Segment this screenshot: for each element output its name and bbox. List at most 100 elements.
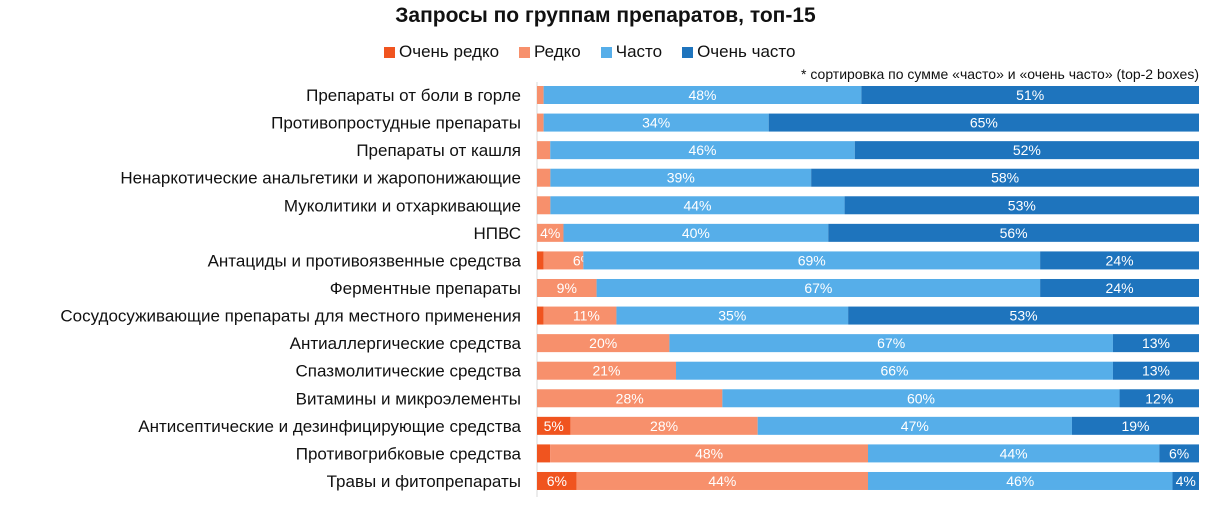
bar-segment <box>596 278 1041 297</box>
data-label: 6% <box>547 473 567 489</box>
bar-segment <box>537 278 597 297</box>
legend-item-very-rarely: Очень редко <box>384 42 499 62</box>
legend: Очень редко Редко Часто Очень часто <box>384 42 795 62</box>
bar-segment <box>537 334 670 353</box>
category-label: Антиаллергические средства <box>290 334 522 353</box>
data-label: 28% <box>650 418 678 434</box>
legend-label: Редко <box>534 42 581 61</box>
bar-segment <box>570 416 758 435</box>
bar-segment <box>537 471 577 490</box>
bar-segment <box>537 306 544 325</box>
category-label: Муколитики и отхаркивающие <box>284 196 521 215</box>
data-label: 52% <box>1013 142 1041 158</box>
bar-segment <box>537 444 551 463</box>
bar-segment <box>543 86 862 104</box>
data-label: 35% <box>718 308 746 324</box>
data-label: 67% <box>804 280 832 296</box>
category-label: Противопростудные препараты <box>271 114 521 133</box>
legend-label: Очень часто <box>697 42 796 61</box>
bar-segment <box>1071 416 1199 435</box>
data-label: 19% <box>1121 418 1149 434</box>
data-label: 13% <box>1142 363 1170 379</box>
data-label: 28% <box>616 390 644 406</box>
data-label: 66% <box>880 363 908 379</box>
category-label: НПВС <box>473 224 521 243</box>
bar-segment <box>543 251 584 270</box>
category-label: Препараты от боли в горле <box>306 86 521 105</box>
data-label: 11% <box>573 308 600 324</box>
bar-segment <box>1040 251 1199 270</box>
legend-item-very-often: Очень часто <box>682 42 795 62</box>
bar-segment <box>550 141 855 160</box>
legend-item-often: Часто <box>600 42 663 62</box>
bar-segment <box>537 86 544 104</box>
data-label: 4% <box>1176 473 1196 489</box>
data-label: 24% <box>1106 252 1134 268</box>
data-label: 53% <box>1008 197 1036 213</box>
legend-label: Очень редко <box>399 42 500 61</box>
bar-segment <box>868 471 1173 490</box>
category-label: Сосудосуживающие препараты для местного … <box>60 307 521 326</box>
data-label: 46% <box>1006 473 1034 489</box>
legend-swatch <box>519 46 531 58</box>
legend-swatch <box>600 46 612 58</box>
bar-segment <box>868 444 1160 463</box>
bar-segment <box>537 416 571 435</box>
data-label: 5% <box>544 418 564 434</box>
data-label: 44% <box>1000 445 1028 461</box>
category-label: Противогрибковые средства <box>296 444 522 463</box>
bar-segment <box>1119 389 1199 408</box>
legend-label: Часто <box>615 42 663 61</box>
bar-segment <box>811 168 1199 187</box>
category-label: Спазмолитические средства <box>296 362 522 381</box>
bar-segment <box>537 196 551 215</box>
category-label: Ненаркотические анальгетики и жаропонижа… <box>120 169 521 188</box>
category-label: Антациды и противоязвенные средства <box>208 251 522 270</box>
bar-segment <box>537 251 544 270</box>
bar-segment <box>676 361 1113 380</box>
bar-segment <box>861 86 1199 104</box>
bar-segment <box>537 361 677 380</box>
category-label: Витамины и микроэлементы <box>296 389 521 408</box>
bar-segment <box>550 168 812 187</box>
data-label: 39% <box>667 170 695 186</box>
data-label: 24% <box>1106 280 1134 296</box>
bar-segment <box>550 196 845 215</box>
data-label: 4% <box>540 225 560 241</box>
data-label: 21% <box>592 363 620 379</box>
data-label: 48% <box>688 87 716 103</box>
data-label: 13% <box>1142 335 1170 351</box>
bar-segment <box>828 223 1199 242</box>
data-label: 44% <box>683 197 711 213</box>
bar-segment <box>722 389 1120 408</box>
category-label: Травы и фитопрепараты <box>327 472 521 491</box>
category-label: Ферментные препараты <box>330 279 521 298</box>
data-label: 51% <box>1016 87 1044 103</box>
bar-segment <box>537 168 551 187</box>
legend-swatch <box>384 46 395 58</box>
category-label: Препараты от кашля <box>356 141 521 160</box>
sort-note: * сортировка по сумме «часто» и «очень ч… <box>801 66 1199 82</box>
data-label: 65% <box>970 115 998 131</box>
bar-segment <box>757 416 1072 435</box>
chart-title: Запросы по группам препаратов, топ-15 <box>395 4 816 27</box>
data-label: 69% <box>798 252 826 268</box>
data-label: 60% <box>907 390 935 406</box>
bar-segment <box>768 113 1199 132</box>
bar-segment <box>543 306 617 325</box>
bar-segment <box>537 389 723 408</box>
bar-segment <box>576 471 868 490</box>
category-label: Антисептические и дезинфицирующие средст… <box>138 417 521 436</box>
bar-segment <box>537 141 551 160</box>
bar-segment <box>543 113 769 132</box>
bar-segment <box>1159 444 1199 463</box>
bar-segment <box>848 306 1199 325</box>
bar-segment <box>537 113 544 132</box>
bar-segment <box>1040 278 1199 297</box>
data-label: 58% <box>991 170 1019 186</box>
data-label: 46% <box>688 142 716 158</box>
bar-segment <box>854 141 1199 160</box>
data-label: 12% <box>1145 390 1173 406</box>
data-label: 6% <box>1169 445 1189 461</box>
